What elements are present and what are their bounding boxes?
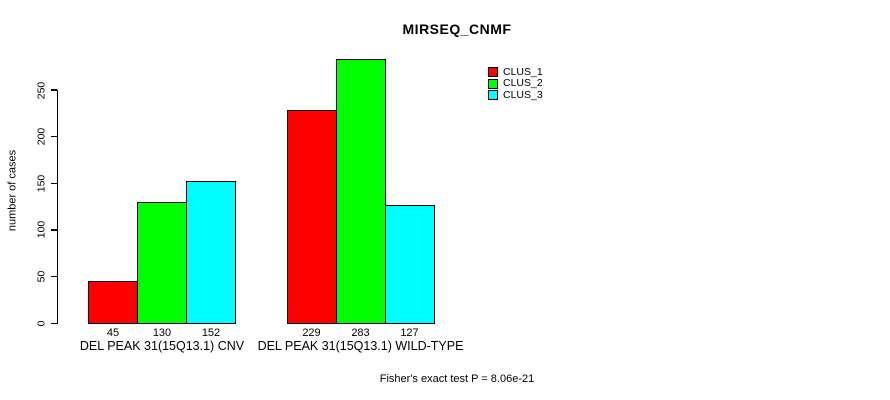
y-axis-tick-label: 100 — [35, 221, 48, 239]
y-axis-tick — [50, 136, 57, 138]
y-axis-tick-label: 150 — [35, 174, 48, 193]
y-axis-tick — [50, 229, 57, 231]
x-category-label: DEL PEAK 31(15Q13.1) WILD-TYPE — [257, 338, 464, 353]
chart-title: MIRSEQ_CNMF — [402, 21, 512, 37]
bar-value-label: 127 — [400, 326, 419, 339]
y-axis-tick — [50, 322, 57, 324]
legend-label-clus-1: CLUS_1 — [503, 65, 543, 78]
legend-label-clus-3: CLUS_3 — [503, 88, 543, 101]
bar-value-label: 45 — [106, 326, 120, 339]
y-axis-tick-label: 250 — [35, 81, 48, 99]
y-axis-tick — [50, 89, 57, 91]
bar-clus-1-group-2 — [286, 109, 337, 325]
bar-clus-1-group-1 — [88, 281, 138, 325]
y-axis-tick-label: 200 — [35, 127, 48, 146]
y-axis-tick — [50, 182, 57, 184]
y-axis-label: number of cases — [6, 149, 19, 232]
y-axis-tick-label: 50 — [35, 270, 48, 283]
legend-swatch-clus-3 — [488, 90, 498, 100]
bar-clus-2-group-2 — [335, 59, 386, 325]
bar-clus-2-group-1 — [137, 201, 187, 325]
bar-clus-3-group-2 — [384, 204, 435, 325]
bar-value-label: 152 — [201, 326, 221, 339]
bar-clus-3-group-1 — [186, 181, 236, 325]
x-category-label: DEL PEAK 31(15Q13.1) CNV — [79, 338, 245, 353]
y-axis-tick — [50, 276, 57, 278]
bar-value-label: 130 — [152, 326, 172, 339]
y-axis-tick-label: 0 — [35, 320, 48, 327]
legend-swatch-clus-1 — [488, 67, 498, 77]
bar-value-label: 283 — [351, 326, 370, 339]
stat-annotation: Fisher's exact test P = 8.06e-21 — [379, 373, 535, 385]
bar-value-label: 229 — [302, 326, 321, 339]
legend-swatch-clus-2 — [488, 78, 498, 89]
y-axis-line — [56, 89, 58, 324]
legend-label-clus-2: CLUS_2 — [503, 77, 543, 89]
